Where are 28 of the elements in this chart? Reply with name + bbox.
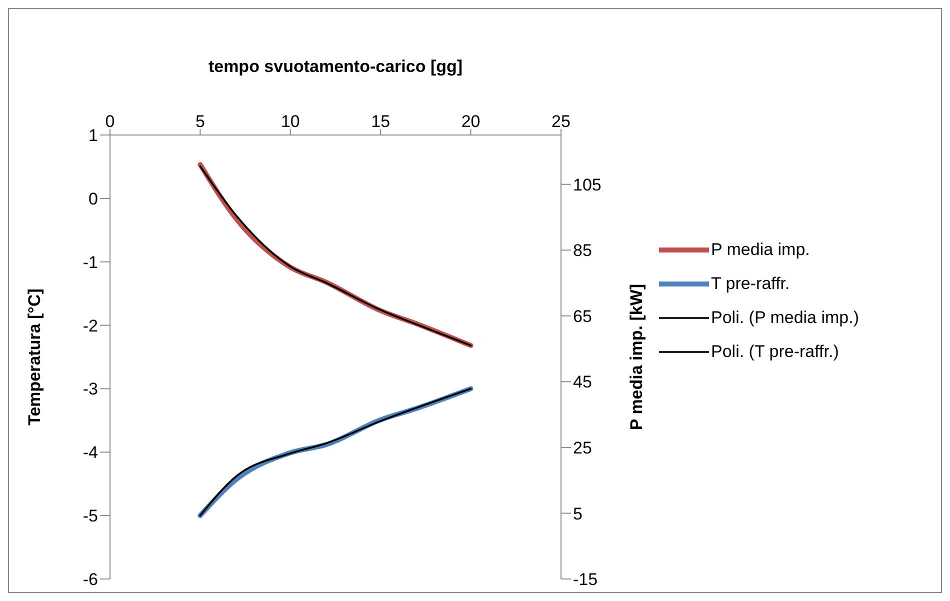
y2-tick-label: 45 — [573, 372, 592, 392]
x-tick-label: 15 — [371, 112, 390, 131]
legend-label: Poli. (P media imp.) — [711, 308, 860, 328]
legend-label: T pre-raffr. — [711, 274, 790, 294]
legend-label: Poli. (T pre-raffr.) — [711, 342, 839, 362]
y-tick-label: -2 — [82, 316, 98, 336]
y-tick-label: -5 — [82, 506, 98, 526]
x-tick-label: 25 — [552, 112, 570, 131]
y2-tick-label: 85 — [573, 241, 592, 260]
x-axis-title: tempo svuotamento-carico [gg] — [208, 57, 463, 76]
y-axis-title: Temperatura [°C] — [25, 288, 44, 426]
y-tick-label: -3 — [82, 380, 98, 399]
y-tick-label: -4 — [82, 443, 98, 462]
y2-tick-label: 5 — [573, 504, 582, 524]
y2-tick-label: -15 — [573, 570, 598, 590]
x-tick-label: 5 — [195, 112, 205, 131]
x-tick-label: 10 — [280, 112, 300, 131]
y-tick-label: -1 — [82, 252, 98, 272]
y-tick-label: 1 — [88, 126, 98, 146]
y-tick-label: -6 — [82, 570, 98, 590]
y2-tick-label: 105 — [573, 175, 602, 194]
legend-label: P media imp. — [711, 240, 810, 260]
x-tick-label: 0 — [105, 112, 115, 131]
x-tick-label: 20 — [461, 112, 480, 131]
y-tick-label: 0 — [88, 189, 98, 208]
y2-axis-title: P media imp. [kW] — [627, 284, 646, 430]
y2-tick-label: 25 — [573, 438, 592, 458]
y2-tick-label: 65 — [573, 306, 592, 326]
